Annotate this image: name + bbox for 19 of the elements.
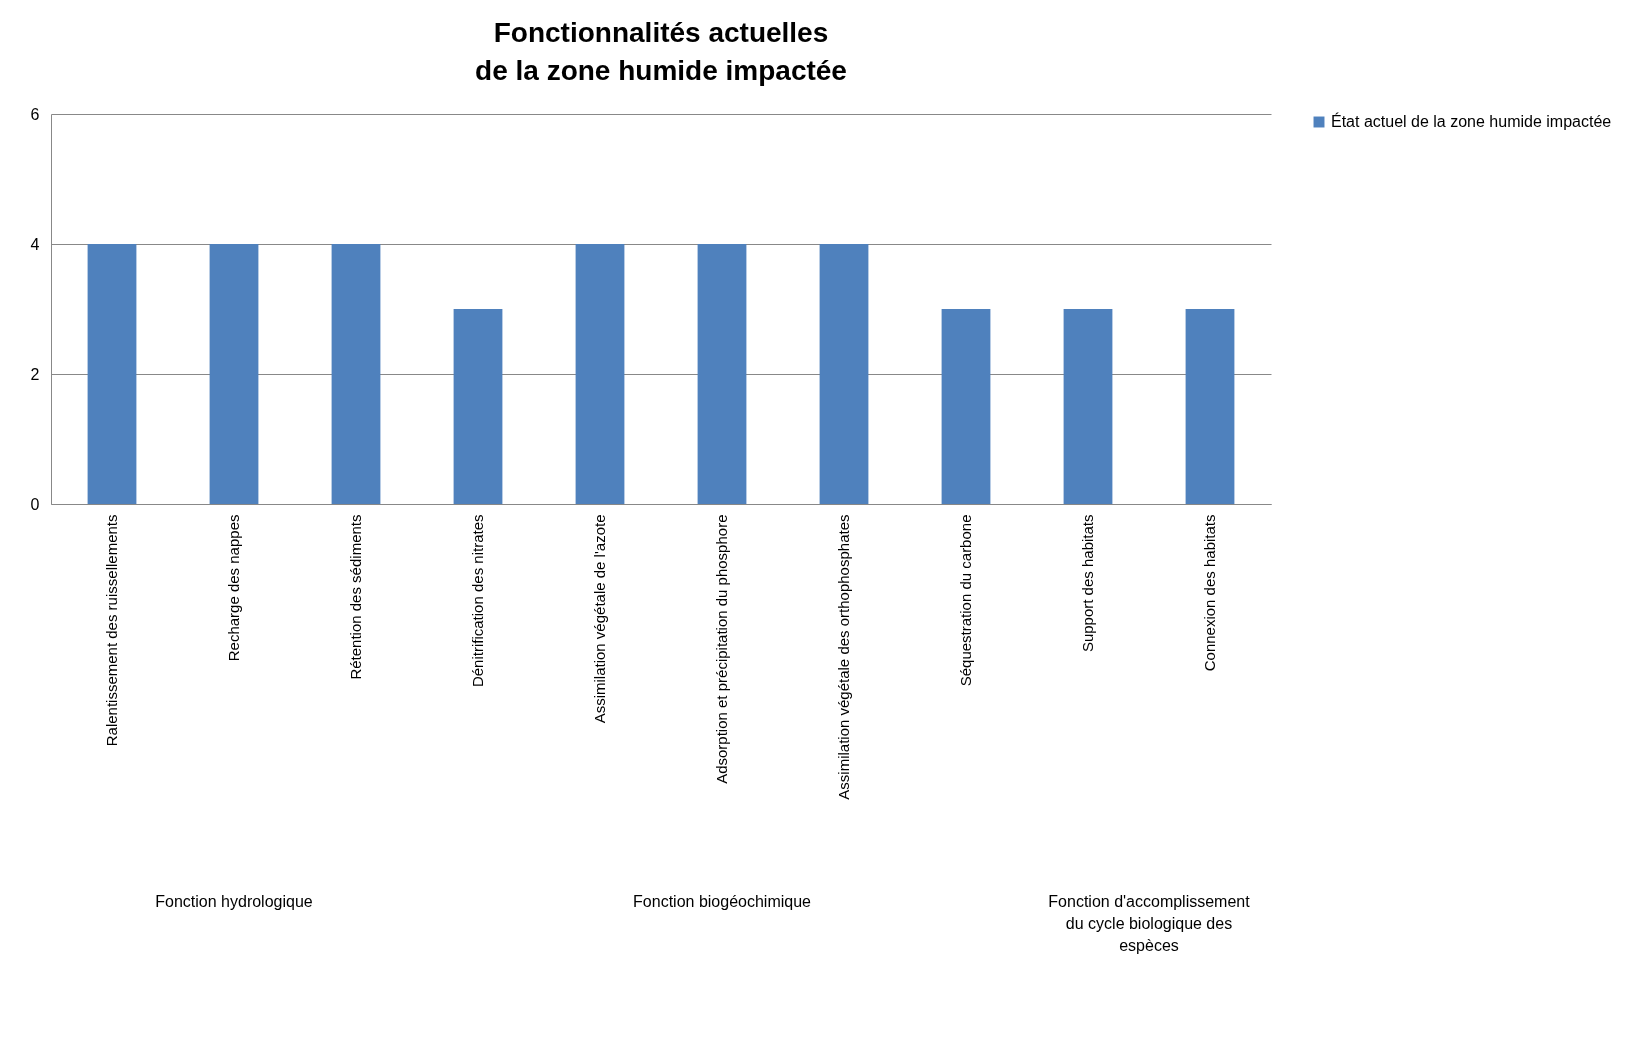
- x-tick-label: Dénitrification des nitrates: [469, 514, 486, 688]
- x-tick-label: Support des habitats: [1079, 514, 1096, 653]
- x-tick-label: Adsorption et précipitation du phosphore: [713, 514, 730, 784]
- legend-label: État actuel de la zone humide impactée: [1331, 112, 1612, 130]
- chart-title: Fonctionnalités actuelles de la zone humide impactée: [475, 17, 847, 86]
- text: Fonction hydrologique: [155, 893, 313, 910]
- x-tick-label: Assimilation végétale des orthophosphates: [835, 514, 852, 800]
- y-tick-label: 4: [30, 235, 40, 253]
- x-tick-label: Recharge des nappes: [225, 514, 242, 662]
- text: Fonction biogéochimique: [633, 893, 812, 910]
- x-tick-label: Rétention des sédiments: [347, 514, 364, 680]
- y-tick-label: 6: [30, 105, 40, 123]
- y-tick-label: 0: [30, 495, 40, 513]
- y-tick-label: 2: [30, 365, 40, 383]
- x-tick-label: Séquestration du carbone: [957, 514, 974, 687]
- x-tick-label: Assimilation végétale de l'azote: [591, 514, 608, 724]
- x-tick-label: Connexion des habitats: [1201, 514, 1218, 672]
- x-tick-label: Ralentissement des ruissellements: [103, 514, 120, 747]
- text: Fonction d'accomplissement du cycle biologique des espèces: [1048, 893, 1251, 954]
